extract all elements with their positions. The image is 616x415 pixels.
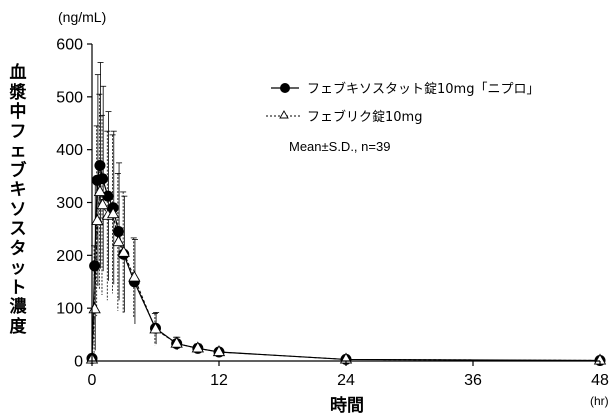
- x-tick-label: 0: [88, 372, 97, 389]
- x-tick-label: 48: [591, 372, 609, 389]
- data-point: [112, 235, 125, 247]
- legend-label-series-2: フェブリク錠10mg: [307, 109, 422, 125]
- x-tick-label: 36: [464, 372, 482, 389]
- y-axis-title-char: タ: [9, 238, 27, 259]
- x-axis-title: 時間: [330, 395, 364, 415]
- y-axis-title: 血漿中フェブキソスタット濃度: [8, 63, 28, 337]
- x-unit-label: (hr): [590, 394, 609, 408]
- legend: フェブキソスタット錠10mg「ニプロ」 フェブリク錠10mg Mean±S.D.…: [266, 81, 539, 154]
- series-line: [91, 191, 601, 361]
- legend-marker-filled-circle: [280, 83, 290, 93]
- data-point: [128, 270, 141, 282]
- stats-note: Mean±S.D., n=39: [289, 139, 390, 154]
- data-point: [149, 322, 162, 334]
- y-axis-title-char: 度: [9, 316, 27, 337]
- y-axis-title-char: キ: [9, 180, 27, 200]
- y-axis-title-char: フ: [9, 121, 27, 142]
- y-tick-label: 500: [56, 89, 83, 106]
- y-axis-title-char: ス: [9, 219, 27, 239]
- legend-label-series-1: フェブキソスタット錠10mg「ニプロ」: [307, 81, 539, 97]
- x-tick-label: 24: [337, 372, 355, 389]
- data-point: [89, 260, 101, 272]
- y-tick-label: 100: [56, 301, 83, 318]
- y-tick-label: 600: [56, 37, 83, 54]
- data-point: [91, 214, 104, 226]
- data-point: [170, 336, 183, 348]
- series-line: [91, 165, 601, 362]
- y-axis-title-char: ェ: [9, 141, 27, 161]
- y-axis-title-char: ト: [9, 277, 27, 298]
- y-tick-label: 0: [74, 354, 83, 371]
- data-point: [117, 245, 130, 257]
- data-point: [212, 345, 226, 357]
- y-tick-label: 300: [56, 195, 83, 212]
- y-tick-label: 400: [56, 142, 83, 159]
- y-unit-label: (ng/mL): [58, 9, 106, 25]
- y-axis-title-char: 濃: [9, 297, 27, 317]
- series-2: [85, 93, 607, 365]
- y-axis-title-char: ッ: [9, 258, 27, 278]
- data-point: [93, 185, 107, 196]
- data-point: [102, 190, 114, 202]
- y-axis-title-char: ソ: [9, 199, 27, 220]
- x-tick-label: 12: [210, 372, 228, 389]
- data-point: [191, 341, 205, 353]
- y-axis-title-char: 中: [9, 102, 27, 122]
- y-tick-label: 200: [56, 248, 83, 265]
- data-point: [112, 226, 124, 238]
- y-axis-title-char: 血: [9, 63, 27, 83]
- y-axis-title-char: ブ: [9, 160, 27, 181]
- data-point: [96, 198, 109, 210]
- data-point: [106, 207, 120, 219]
- series-1: [86, 62, 606, 366]
- data-point: [97, 173, 109, 185]
- y-axis-title-char: 漿: [9, 82, 27, 103]
- legend-marker-open-triangle: [279, 110, 289, 119]
- data-point: [94, 160, 106, 172]
